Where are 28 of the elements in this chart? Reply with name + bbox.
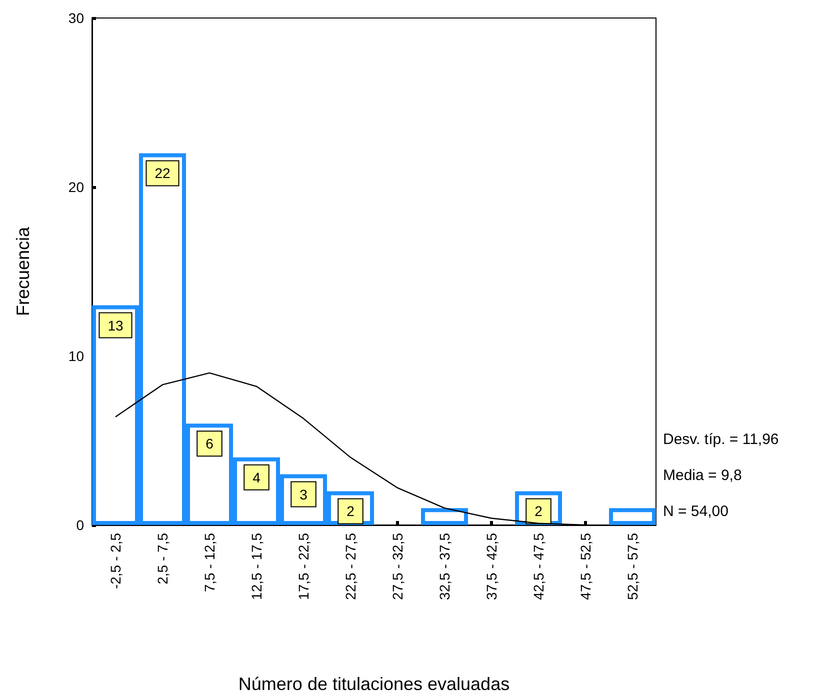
data-label: 2 — [534, 503, 543, 520]
x-tick-label: 2,5 - 7,5 — [154, 532, 170, 584]
data-label: 6 — [206, 436, 214, 452]
y-tick-label: 30 — [68, 10, 84, 26]
x-tick-label: 27,5 - 32,5 — [390, 532, 406, 600]
x-tick-label: 22,5 - 27,5 — [342, 532, 358, 600]
data-label: 2 — [346, 503, 355, 520]
y-tick-label: 10 — [68, 348, 84, 364]
text: Desv. típ. = 11,96 — [663, 431, 779, 448]
text: N = 54,00 — [663, 503, 728, 520]
data-label: 22 — [154, 165, 170, 182]
x-tick-label: 47,5 - 52,5 — [578, 532, 594, 600]
x-tick-label: -2,5 - 2,5 — [108, 532, 124, 590]
text: Media = 9,8 — [663, 467, 742, 484]
x-tick-label: 12,5 - 17,5 — [248, 532, 264, 600]
x-axis-title: Número de titulaciones evaluadas — [238, 674, 510, 694]
x-tick-label: 32,5 - 37,5 — [436, 532, 452, 600]
y-tick-label: 0 — [76, 517, 84, 533]
data-label: 4 — [252, 469, 261, 486]
x-tick-label: 42,5 - 47,5 — [530, 532, 546, 600]
y-axis-title: Frecuencia — [13, 226, 33, 316]
x-tick-label: 7,5 - 12,5 — [202, 532, 218, 592]
x-tick-label: 52,5 - 57,5 — [624, 532, 640, 600]
data-label: 13 — [108, 317, 124, 334]
y-tick-label: 20 — [68, 179, 84, 195]
x-tick-label: 37,5 - 42,5 — [484, 532, 500, 600]
data-label: 3 — [300, 486, 308, 502]
x-tick-label: 17,5 - 22,5 — [296, 532, 312, 600]
